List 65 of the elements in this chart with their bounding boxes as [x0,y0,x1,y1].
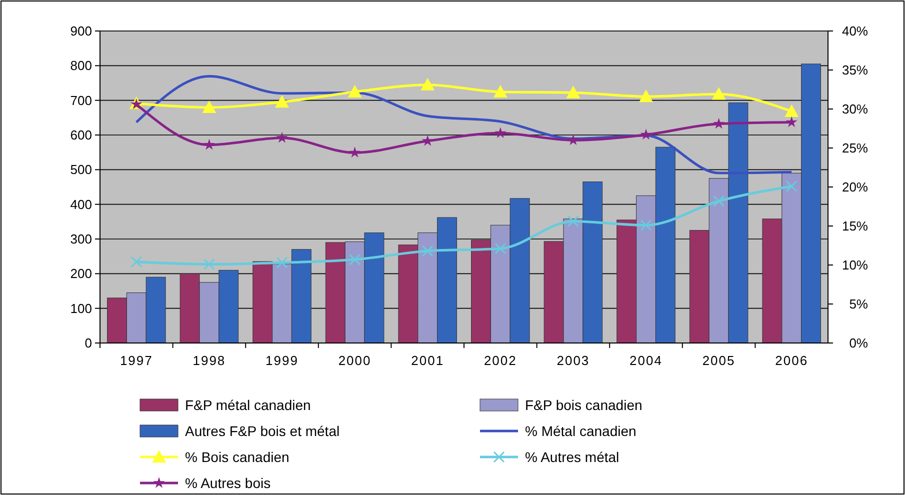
x-tick-label: 1997 [120,353,153,368]
point [493,84,508,98]
point [640,219,652,231]
y2-tick-label: 5% [849,296,868,312]
y2-tick-label: 25% [842,140,868,156]
point [203,258,215,270]
x-tick-label: 1998 [192,353,226,368]
point [422,245,434,257]
point [203,138,215,150]
point [567,216,579,228]
y-tick-label: 200 [70,266,92,282]
y2-tick-label: 30% [842,102,868,117]
y-tick-label: 800 [70,58,92,74]
y2-tick-label: 35% [842,62,868,78]
x-tick-label: 2002 [484,353,517,368]
point [494,127,506,138]
point [713,118,725,129]
y-tick-label: 600 [70,128,92,143]
point [494,242,506,254]
y2-tick-label: 15% [842,218,868,234]
point [786,116,798,128]
x-tick-label: 1999 [266,353,298,368]
y-tick-label: 500 [70,162,92,178]
point [420,78,435,90]
x-tick-label: 2001 [411,353,444,368]
x-tick-label: 2000 [338,353,372,368]
y2-tick-label: 40% [842,24,868,39]
x-tick-label: 2006 [775,353,808,368]
x-tick-label: 2005 [702,353,736,368]
legend-label: % Métal canadien [525,422,636,439]
point [567,134,579,146]
point [566,86,580,98]
point [422,134,434,146]
point [348,84,362,98]
point [640,128,652,140]
point [349,146,361,158]
point [713,195,725,207]
legend-label: F&P métal canadien [185,396,311,413]
y-tick-label: 0 [84,336,92,351]
y-tick-label: 100 [70,300,92,316]
y-tick-label: 300 [70,232,92,247]
y-tick-label: 700 [70,92,92,108]
point [276,256,288,268]
point [275,94,289,108]
y2-tick-label: 0% [849,336,868,351]
point [130,256,142,268]
legend-label: % Bois canadien [185,448,290,465]
point [786,180,798,192]
y2-tick-label: 20% [842,180,868,195]
y-tick-label: 400 [70,196,92,212]
x-tick-label: 2003 [556,353,590,368]
y-tick-label: 900 [70,24,92,39]
point [276,132,288,143]
legend-label: Autres F&P bois et métal [185,422,340,439]
point [784,104,799,117]
y2-tick-label: 10% [842,258,868,273]
line-series [135,74,793,174]
x-tick-label: 2004 [630,353,662,368]
point [639,90,653,102]
legend-label: % Autres métal [525,448,620,465]
legend-label: F&P bois canadien [525,396,642,413]
legend-label: % Autres bois [185,474,271,491]
point [202,100,216,114]
point [349,254,361,266]
point [712,87,726,100]
